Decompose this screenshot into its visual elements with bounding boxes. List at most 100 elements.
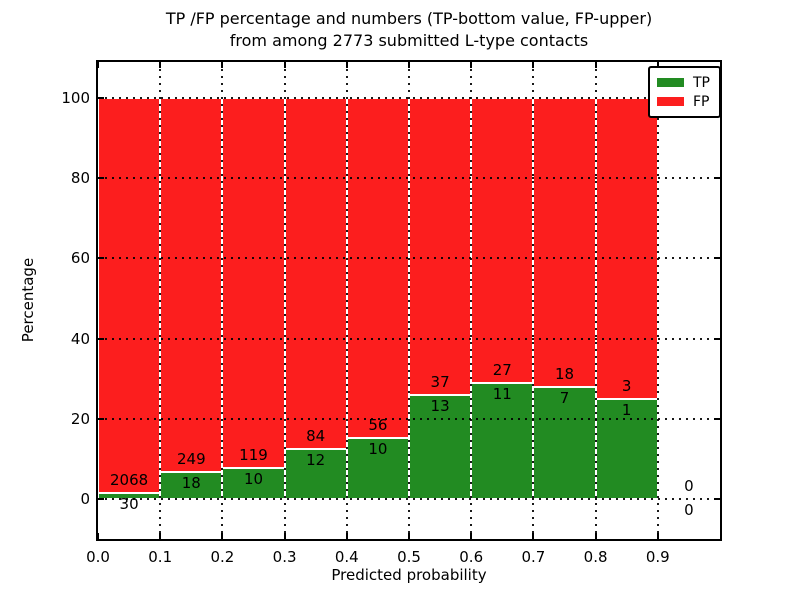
- fp-bar: [346, 98, 409, 439]
- fp-count-label: 3: [621, 376, 632, 395]
- plot-area: 2068 30 249 18 119 10 84 12 56 10 37 13 27 11 18 7 3 1 0 0: [96, 60, 722, 541]
- tp-count-label: 1: [621, 400, 632, 419]
- x-tick-mark: [159, 533, 162, 539]
- y-tick-mark: [98, 257, 104, 260]
- fp-count-label: 18: [554, 364, 575, 383]
- y-tick-label: 60: [70, 249, 90, 268]
- fp-bar: [160, 98, 223, 472]
- y-tick-label: 40: [70, 329, 90, 348]
- legend-label-fp: FP: [693, 93, 710, 110]
- fp-count-label: 37: [430, 372, 450, 391]
- x-axis-label: Predicted probability: [331, 566, 487, 584]
- tp-count-label: 0: [684, 500, 694, 519]
- fp-count-label: 84: [306, 426, 326, 445]
- v-gridline: [470, 62, 473, 539]
- y-tick-mark: [98, 497, 104, 500]
- chart-title-line1: TP /FP percentage and numbers (TP-bottom…: [165, 9, 653, 28]
- legend: TP FP: [648, 66, 721, 118]
- fp-bar: [98, 98, 161, 494]
- v-gridline: [408, 62, 410, 539]
- fp-swatch-icon: [657, 97, 684, 106]
- tp-count-label: 10: [368, 440, 388, 459]
- fp-count-label: 56: [368, 416, 388, 435]
- y-axis-label: Percentage: [19, 257, 37, 343]
- y-tick-label: 80: [70, 169, 90, 188]
- x-tick-mark: [470, 533, 473, 539]
- x-tick-label: 0.6: [459, 548, 484, 566]
- v-gridline: [283, 62, 286, 539]
- x-tick-label: 0.1: [148, 548, 173, 566]
- fp-count-label: 119: [239, 445, 268, 464]
- x-tick-mark: [345, 62, 348, 68]
- x-tick-label: 0.3: [272, 548, 297, 566]
- y-tick-mark: [714, 177, 720, 180]
- fp-bar: [222, 98, 285, 468]
- legend-label-tp: TP: [693, 74, 710, 91]
- fp-count-label: 2068: [110, 471, 149, 490]
- v-gridline: [221, 62, 224, 539]
- y-tick-mark: [98, 97, 104, 100]
- x-tick-mark: [470, 62, 473, 68]
- x-tick-mark: [532, 62, 535, 68]
- v-gridline: [345, 62, 348, 539]
- x-tick-mark: [656, 533, 659, 539]
- x-tick-mark: [159, 62, 162, 68]
- v-gridline: [594, 62, 597, 539]
- y-tick-mark: [98, 177, 104, 180]
- fp-bar: [409, 98, 472, 395]
- x-tick-mark: [97, 533, 99, 539]
- y-tick-mark: [714, 497, 720, 500]
- v-gridline: [159, 62, 162, 539]
- y-tick-mark: [714, 257, 720, 260]
- tp-count-label: 10: [243, 469, 264, 488]
- fp-bar: [595, 98, 658, 399]
- y-tick-mark: [98, 337, 104, 340]
- y-tick-label: 100: [61, 89, 90, 108]
- fp-bar: [471, 98, 534, 383]
- x-tick-mark: [345, 533, 348, 539]
- x-tick-label: 0.9: [645, 548, 670, 566]
- chart-title-line2: from among 2773 submitted L-type contact…: [229, 31, 589, 50]
- tp-count-label: 11: [492, 384, 512, 403]
- fp-bar: [533, 98, 596, 387]
- x-tick-mark: [221, 533, 224, 539]
- x-tick-mark: [594, 533, 597, 539]
- x-tick-mark: [656, 62, 659, 68]
- tp-count-label: 13: [430, 396, 450, 415]
- x-tick-label: 0.8: [583, 548, 608, 566]
- x-tick-label: 0.2: [210, 548, 235, 566]
- x-tick-mark: [532, 533, 535, 539]
- x-tick-label: 0.0: [86, 548, 110, 566]
- x-tick-label: 0.7: [521, 548, 546, 566]
- tp-count-label: 7: [559, 388, 570, 407]
- v-gridline: [532, 62, 535, 539]
- v-gridline: [656, 62, 659, 539]
- chart-title: TP /FP percentage and numbers (TP-bottom…: [166, 8, 652, 52]
- fp-count-label: 249: [176, 449, 206, 468]
- tp-bar: [284, 448, 347, 499]
- fp-count-label: 0: [684, 476, 694, 495]
- y-tick-label: 0: [80, 489, 90, 508]
- fp-count-label: 27: [492, 360, 512, 379]
- x-tick-label: 0.4: [334, 548, 359, 566]
- x-tick-mark: [408, 533, 410, 539]
- y-tick-mark: [98, 417, 104, 420]
- y-tick-mark: [714, 417, 720, 420]
- x-tick-mark: [97, 62, 99, 68]
- tp-bar: [160, 471, 223, 499]
- legend-item-tp: TP: [657, 73, 710, 92]
- tp-swatch-icon: [657, 78, 684, 87]
- fp-bar: [284, 98, 347, 449]
- legend-item-fp: FP: [657, 92, 710, 111]
- x-tick-mark: [283, 533, 286, 539]
- x-tick-label: 0.5: [397, 548, 421, 566]
- tp-bar: [595, 398, 658, 499]
- tp-count-label: 30: [119, 495, 139, 514]
- tp-count-label: 18: [181, 473, 201, 492]
- y-tick-mark: [714, 337, 720, 340]
- x-tick-mark: [408, 62, 410, 68]
- tp-count-label: 12: [306, 450, 326, 469]
- y-tick-label: 20: [70, 409, 90, 428]
- x-tick-mark: [221, 62, 224, 68]
